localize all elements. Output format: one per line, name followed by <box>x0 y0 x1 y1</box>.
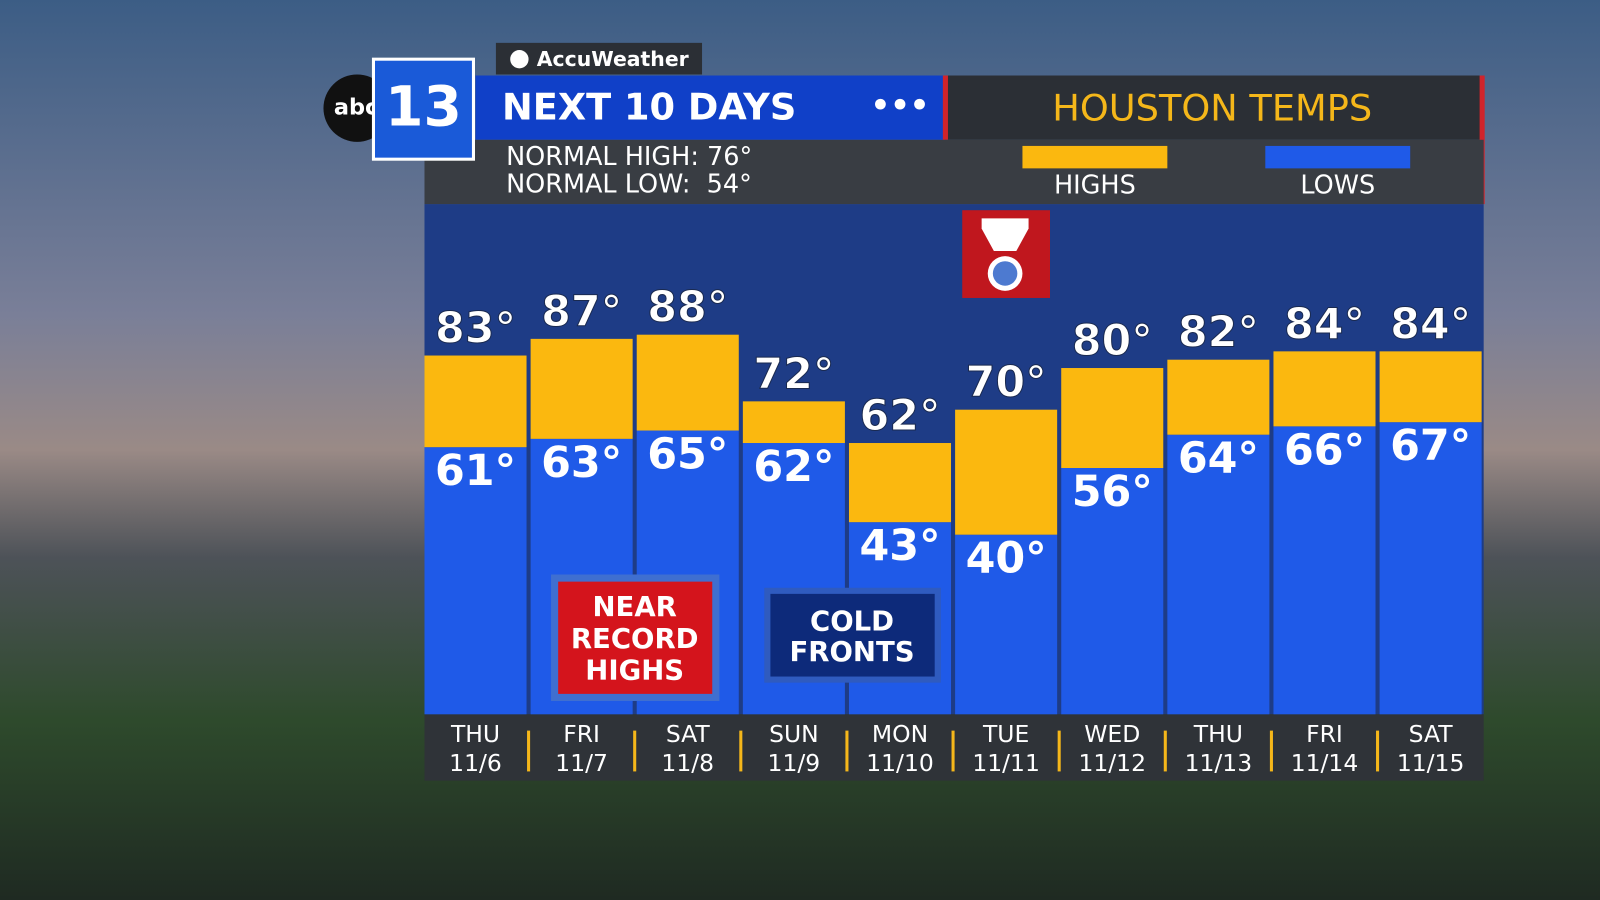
day-label: TUE <box>982 720 1029 748</box>
high-bar <box>1379 351 1482 423</box>
annotation: NEAR RECORD HIGHS <box>571 591 699 686</box>
legend-label: LOWS <box>1300 171 1375 201</box>
normal-low: NORMAL LOW: 54° <box>506 170 752 200</box>
low-label: 67° <box>1390 421 1471 471</box>
date-label: 11/7 <box>555 749 608 777</box>
high-bar <box>1167 359 1270 435</box>
provider-tab <box>495 42 703 75</box>
date-label: 11/6 <box>449 749 502 777</box>
high-label: 80° <box>1072 316 1153 366</box>
high-label: 72° <box>753 349 834 399</box>
day-label: MON <box>872 720 928 748</box>
low-label: 62° <box>753 442 834 492</box>
low-label: 61° <box>435 446 516 496</box>
day-label: SUN <box>769 720 819 748</box>
low-label: 40° <box>966 534 1047 584</box>
date-label: 11/11 <box>972 749 1040 777</box>
date-label: 11/15 <box>1397 749 1465 777</box>
high-bar <box>424 355 527 448</box>
low-bar <box>955 534 1058 715</box>
high-label: 84° <box>1390 299 1471 349</box>
divider <box>942 75 948 140</box>
day-label: FRI <box>563 720 600 748</box>
date-label: 11/10 <box>866 749 934 777</box>
annotation-box <box>558 581 713 694</box>
high-bar <box>955 409 1058 535</box>
provider: AccuWeather <box>537 47 689 71</box>
title-bar <box>475 75 945 140</box>
date-label: 11/12 <box>1078 749 1146 777</box>
low-bar <box>1273 426 1376 715</box>
channel: 13 <box>385 74 462 138</box>
low-label: 43° <box>859 521 940 571</box>
annotation: COLD FRONTS <box>789 605 914 668</box>
dots: ••• <box>871 89 930 124</box>
day-label: THU <box>450 720 500 748</box>
low-label: 64° <box>1178 434 1259 484</box>
legend-label: HIGHS <box>1054 171 1136 201</box>
low-label: 56° <box>1072 467 1153 517</box>
low-label: 66° <box>1284 425 1365 475</box>
day-label: WED <box>1084 720 1140 748</box>
network: abc <box>334 95 379 121</box>
low-bar <box>424 447 527 715</box>
medal-ribbon <box>981 218 1029 252</box>
subtitle-bar <box>944 75 1484 140</box>
high-bar <box>1061 368 1164 469</box>
legend-swatch <box>1022 145 1168 169</box>
day-label: FRI <box>1306 720 1343 748</box>
date-label: 11/14 <box>1291 749 1359 777</box>
low-bar <box>1167 434 1270 715</box>
high-bar <box>742 401 845 444</box>
low-bar <box>1379 422 1482 715</box>
high-bar <box>636 334 739 431</box>
high-bar <box>1273 351 1376 427</box>
low-label: 63° <box>541 438 622 488</box>
annotation-box <box>770 593 935 677</box>
legend-swatch <box>1265 145 1411 169</box>
sun-icon <box>510 50 529 69</box>
chart-title: NEXT 10 DAYS <box>502 86 796 129</box>
high-label: 70° <box>966 358 1047 408</box>
normal-high: NORMAL HIGH: 76° <box>506 142 752 172</box>
day-label: SAT <box>666 720 711 748</box>
date-label: 11/8 <box>661 749 714 777</box>
date-label: 11/9 <box>768 749 821 777</box>
high-bar <box>848 443 952 523</box>
high-label: 62° <box>859 391 940 441</box>
date-label: 11/13 <box>1185 749 1253 777</box>
high-label: 87° <box>541 287 622 337</box>
high-label: 82° <box>1178 308 1259 358</box>
medal-star <box>992 261 1018 286</box>
high-label: 88° <box>647 283 728 333</box>
high-bar <box>530 338 633 439</box>
high-label: 84° <box>1284 299 1365 349</box>
chart-subtitle: HOUSTON TEMPS <box>1052 87 1372 130</box>
channel-logo <box>371 57 475 161</box>
day-label: THU <box>1193 720 1243 748</box>
low-label: 65° <box>647 430 728 480</box>
high-label: 83° <box>435 304 516 354</box>
low-bar <box>1061 468 1164 715</box>
day-label: SAT <box>1409 720 1454 748</box>
